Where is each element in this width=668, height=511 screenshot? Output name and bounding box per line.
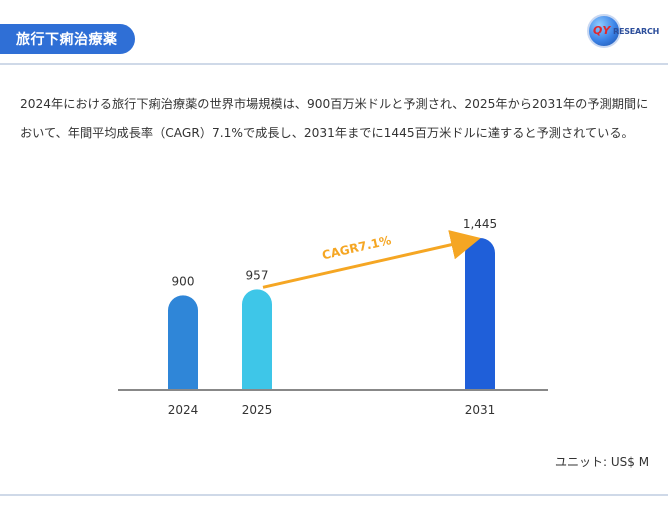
bar-2024 xyxy=(168,295,198,390)
cagr-arrow xyxy=(262,230,481,289)
category-label-2025: 2025 xyxy=(242,403,273,417)
logo-research-text: RESEARCH xyxy=(613,27,660,36)
description-text: 2024年における旅行下痢治療薬の世界市場規模は、900百万米ドルと予測され、2… xyxy=(20,97,649,140)
page-title: 旅行下痢治療薬 xyxy=(16,32,118,48)
bar-2025 xyxy=(242,289,272,390)
header-tab xyxy=(0,24,135,54)
brand-logo: QY RESEARCH xyxy=(585,8,659,54)
cagr-annotation: CAGR7.1% xyxy=(321,233,393,262)
value-label-2024: 900 xyxy=(172,274,195,288)
category-label-2024: 2024 xyxy=(168,403,199,417)
logo-qy-text: QY xyxy=(593,24,611,37)
globe-icon xyxy=(587,14,621,48)
footer-divider xyxy=(0,494,668,496)
unit-label: ユニット: US$ M xyxy=(555,455,650,469)
header-divider xyxy=(0,63,668,65)
bar-2031 xyxy=(465,238,495,390)
category-label-2031: 2031 xyxy=(465,403,496,417)
value-label-2031: 1,445 xyxy=(463,217,497,231)
value-label-2025: 957 xyxy=(246,268,269,282)
